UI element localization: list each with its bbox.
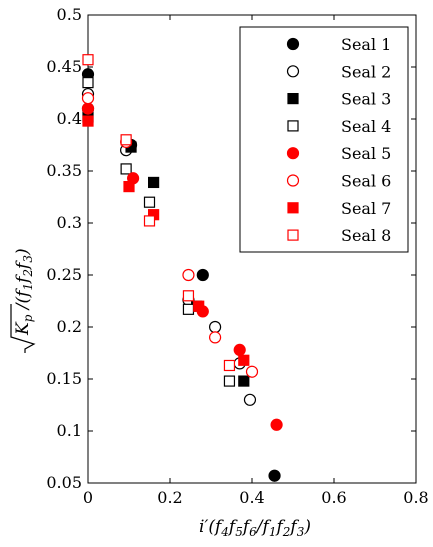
data-points <box>81 54 283 482</box>
legend-box <box>239 26 409 253</box>
data-point-seal-4 <box>120 163 132 175</box>
x-tick-label: 0.4 <box>239 488 264 507</box>
data-point-seal-5 <box>270 418 283 431</box>
y-tick-label: 0.45 <box>46 57 82 76</box>
data-point-seal-4 <box>82 76 94 89</box>
y-tick-label: 0.35 <box>46 161 82 180</box>
legend-marker-seal-2 <box>286 65 300 78</box>
data-point-seal-2 <box>209 320 222 334</box>
data-point-seal-7 <box>238 354 250 366</box>
x-axis-label: i′(f4f5f6/f1f2f3) <box>199 517 311 539</box>
data-point-seal-1 <box>268 469 281 482</box>
data-point-seal-5 <box>233 343 246 356</box>
legend-marker-seal-5 <box>286 147 300 160</box>
legend-label-seal-4: Seal 4 <box>341 117 391 136</box>
data-point-seal-4 <box>223 375 236 387</box>
y-tick-label: 0.15 <box>46 369 82 388</box>
y-tick-label: 0.3 <box>57 213 82 232</box>
legend-marker-seal-6 <box>286 174 300 187</box>
x-tick-label: 0 <box>83 488 93 507</box>
legend-marker-seal-8 <box>287 229 299 241</box>
legend-label-seal-1: Seal 1 <box>341 35 391 54</box>
data-point-seal-7 <box>193 300 205 312</box>
legend-label-seal-8: Seal 8 <box>341 226 391 245</box>
data-point-seal-8 <box>143 215 156 227</box>
y-tick-label: 0.2 <box>57 317 82 336</box>
legend-label-seal-7: Seal 7 <box>341 199 391 218</box>
y-tick-label: 0.4 <box>57 109 82 128</box>
y-tick-label: 0.5 <box>57 5 82 24</box>
data-point-seal-3 <box>238 375 250 387</box>
legend-label-seal-6: Seal 6 <box>341 172 391 191</box>
plot-area: 0 0.2 0.4 0.6 0.8 0.05 0.1 0.15 0.2 0.25 0.3 0.35 0.… <box>46 5 428 507</box>
legend-label-seal-2: Seal 2 <box>341 62 391 81</box>
data-point-seal-4 <box>143 196 156 208</box>
x-tick-label: 0.8 <box>403 488 428 507</box>
y-tick-label: 0.1 <box>57 421 82 440</box>
legend-marker-seal-7 <box>287 202 299 214</box>
y-tick-label: 0.05 <box>46 473 82 492</box>
data-point-seal-8 <box>223 359 236 372</box>
data-point-seal-6 <box>81 92 95 105</box>
data-point-seal-6 <box>182 268 195 282</box>
data-point-seal-8 <box>120 134 132 146</box>
data-point-seal-3 <box>148 176 160 189</box>
data-point-seal-1 <box>196 268 209 282</box>
y-axis-label: Kp /(f1f2f3) <box>10 248 36 353</box>
data-point-seal-7 <box>82 115 94 127</box>
legend-label-seal-5: Seal 5 <box>341 144 391 163</box>
y-tick-label: 0.25 <box>46 265 82 284</box>
svg-text:Kp /(f1f2f3): Kp /(f1f2f3) <box>13 248 35 336</box>
legend: Seal 1 Seal 2 Seal 3 Seal 4 Seal 5 Seal 6 Seal… <box>239 26 409 253</box>
x-tick-label: 0.2 <box>157 488 182 507</box>
legend-marker-seal-1 <box>286 37 300 51</box>
axis-ticks: 0 0.2 0.4 0.6 0.8 0.05 0.1 0.15 0.2 0.25 0.3 0.35 0.… <box>46 5 428 507</box>
data-point-seal-8 <box>182 290 195 302</box>
legend-marker-seal-4 <box>287 120 299 132</box>
data-point-seal-8 <box>82 54 94 66</box>
data-point-seal-5 <box>81 102 95 115</box>
data-point-seal-4 <box>182 303 195 315</box>
x-tick-label: 0.6 <box>321 488 346 507</box>
legend-label-seal-3: Seal 3 <box>341 90 391 109</box>
data-point-seal-6 <box>209 331 222 344</box>
data-point-seal-2 <box>243 393 257 406</box>
data-point-seal-7 <box>123 181 135 193</box>
legend-marker-seal-3 <box>287 92 299 105</box>
data-point-seal-6 <box>245 365 259 378</box>
